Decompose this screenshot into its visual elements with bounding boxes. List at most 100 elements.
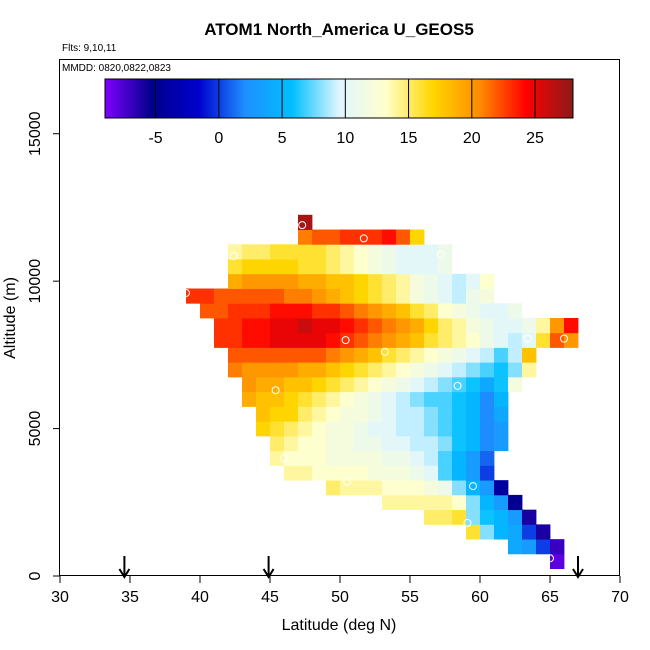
plot-frame [59,59,620,576]
heatmap-cell [256,259,271,275]
colorbar-tick-label: 10 [336,130,354,147]
sample-marker [560,334,568,343]
sample-marker [182,288,190,297]
heatmap-cell [270,362,285,378]
heatmap-cell [368,362,383,378]
heatmap-cell [340,347,355,363]
heatmap-cell [494,347,509,363]
colorbar-gradient [105,79,573,118]
heatmap-cell [410,259,425,275]
heatmap-cell [438,362,453,378]
heatmap-cell [382,391,397,407]
heatmap-cell [284,288,299,304]
heatmap-cell [312,391,327,407]
heatmap-cell [382,244,397,260]
heatmap-cell [424,376,439,393]
heatmap-cell [242,244,257,260]
heatmap-cell [410,347,425,363]
heatmap-cell [298,391,313,407]
heatmap-cell [466,347,481,363]
heatmap-cell [340,450,355,466]
heatmap-cell [284,406,299,422]
heatmap-cell [242,273,257,289]
heatmap-cell [452,450,467,466]
heatmap-cell [284,421,299,437]
sample-marker [550,508,559,517]
heatmap-cell [284,259,299,275]
heatmap-cell [368,435,383,452]
colorbar-frame [104,78,574,119]
heatmap-cell [424,273,439,289]
heatmap-cell [494,406,509,422]
heatmap-cell [550,318,565,334]
heatmap-cell [256,273,271,289]
heatmap-cell [494,362,509,378]
heatmap-cell [298,318,313,334]
heatmap-cell [326,347,341,363]
heatmap-cell [298,332,313,348]
heatmap-cell [466,362,481,378]
heatmap-cell [396,347,411,363]
heatmap-cell [396,362,411,378]
heatmap-cell [298,465,313,481]
heatmap-cell [424,347,439,363]
heatmap-cell [382,303,397,319]
heatmap-cell [438,318,453,334]
heatmap-cell [480,273,495,289]
heatmap-cell [200,288,215,304]
heatmap-cell [396,303,411,319]
heatmap-cell [312,259,327,275]
heatmap-cell [508,539,523,555]
x-axis-label: Latitude (deg N) [282,617,397,634]
heatmap-cell [410,450,425,466]
heatmap-cell [466,480,481,496]
heatmap-cell [312,229,327,245]
heatmap-cell [382,273,397,289]
heatmap-cell [270,303,285,319]
heatmap-cell [452,347,467,363]
heatmap-cell [522,539,537,555]
chart-title: ATOM1 North_America U_GEOS5 [204,20,474,39]
sample-marker [546,554,554,563]
heatmap-cell [242,259,257,275]
heatmap-cell [410,303,425,319]
heatmap-cell [438,391,453,407]
heatmap-cell [256,362,271,378]
heatmap-cell [564,318,579,334]
heatmap-cell [452,509,467,525]
heatmap-cell [368,347,383,363]
heatmap-cell [438,259,453,275]
heatmap-cell [508,524,523,540]
heatmap-cell [270,259,285,275]
heatmap-cell [270,450,285,466]
heatmap-cell [424,391,439,407]
heatmap-cell [466,435,481,452]
heatmap-cell [466,391,481,407]
sample-marker [271,386,280,395]
heatmap-cell [494,524,509,540]
heatmap-cell [256,347,271,363]
heatmap-cell [396,480,411,496]
x-tick-label: 60 [471,589,489,606]
heatmap-cell [424,318,439,334]
heatmap-cell [312,435,327,452]
heatmap-cell [382,494,397,511]
x-axis: 30 35 40 45 50 55 60 65 70 [51,576,629,606]
heatmap-cell [354,229,369,245]
heatmap-cell [256,391,271,407]
heatmap-cell [340,362,355,378]
heatmap-cell [522,318,537,334]
heatmap-cell [340,465,355,481]
heatmap-cell [438,376,453,393]
heatmap-cell [480,435,495,452]
heatmap-cell [354,465,369,481]
heatmap-cell [270,244,285,260]
heatmap-cell [508,347,523,363]
colorbar-tick-label: 15 [400,130,418,147]
heatmap-cell [466,318,481,334]
heatmap-cell [396,391,411,407]
heatmap-cell [354,318,369,334]
heatmap-cell [312,362,327,378]
heatmap-cell [228,259,243,275]
heatmap-cell [312,332,327,348]
